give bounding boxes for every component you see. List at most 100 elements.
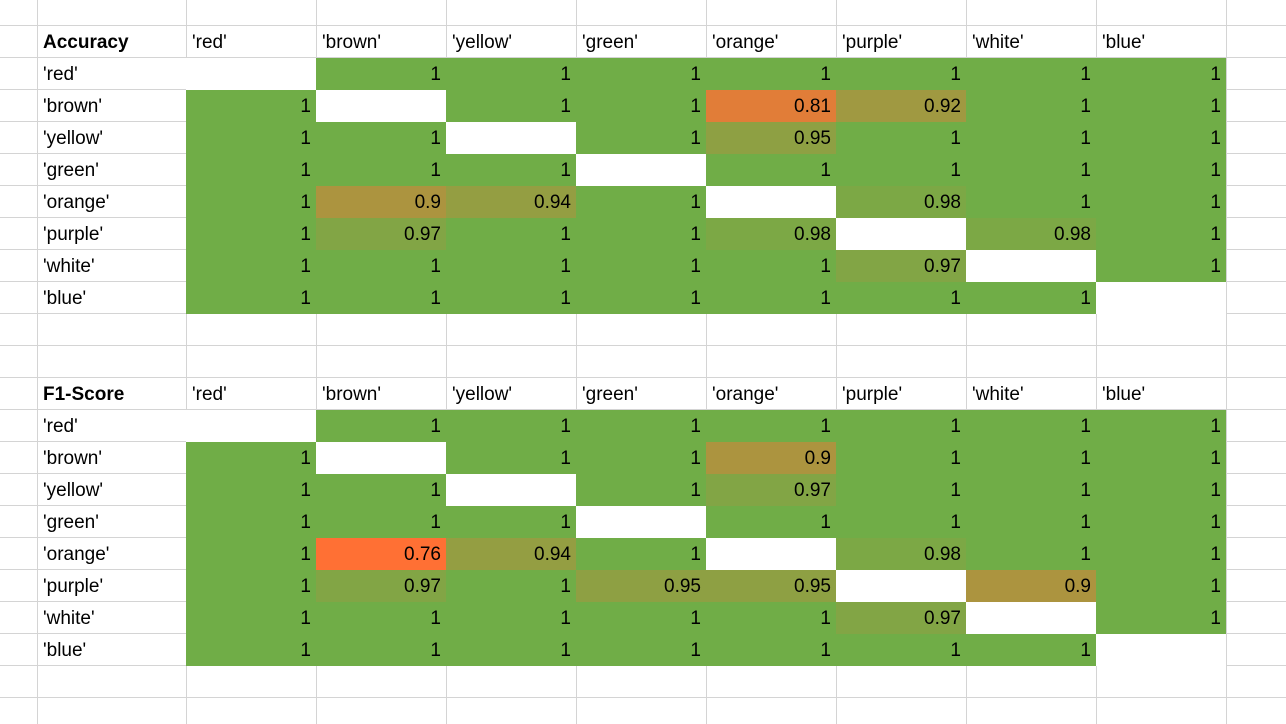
f1-score-cell-blue-purple[interactable]: 1	[836, 634, 966, 666]
f1-score-row-header-yellow[interactable]: 'yellow'	[43, 479, 104, 501]
accuracy-cell-brown-red[interactable]: 1	[186, 90, 316, 122]
accuracy-row-header-orange[interactable]: 'orange'	[43, 191, 110, 213]
accuracy-cell-blue-red[interactable]: 1	[186, 282, 316, 314]
accuracy-cell-white-brown[interactable]: 1	[316, 250, 446, 282]
accuracy-row-header-blue[interactable]: 'blue'	[43, 287, 87, 309]
accuracy-row-header-red[interactable]: 'red'	[43, 63, 78, 85]
accuracy-cell-yellow-red[interactable]: 1	[186, 122, 316, 154]
f1-score-cell-blue-green[interactable]: 1	[576, 634, 706, 666]
accuracy-cell-yellow-yellow[interactable]	[446, 122, 576, 154]
f1-score-cell-yellow-purple[interactable]: 1	[836, 474, 966, 506]
accuracy-cell-green-orange[interactable]: 1	[706, 154, 836, 186]
f1-score-cell-purple-orange[interactable]: 0.95	[706, 570, 836, 602]
f1-score-cell-white-purple[interactable]: 0.97	[836, 602, 966, 634]
f1-score-cell-yellow-brown[interactable]: 1	[316, 474, 446, 506]
accuracy-row-header-white[interactable]: 'white'	[43, 255, 95, 277]
accuracy-cell-orange-brown[interactable]: 0.9	[316, 186, 446, 218]
accuracy-cell-red-yellow[interactable]: 1	[446, 58, 576, 90]
f1-score-cell-yellow-yellow[interactable]	[446, 474, 576, 506]
f1-score-cell-green-yellow[interactable]: 1	[446, 506, 576, 538]
f1-score-title[interactable]: F1-Score	[43, 383, 125, 405]
accuracy-cell-blue-purple[interactable]: 1	[836, 282, 966, 314]
f1-score-cell-green-purple[interactable]: 1	[836, 506, 966, 538]
f1-score-cell-purple-purple[interactable]	[836, 570, 966, 602]
accuracy-row-header-green[interactable]: 'green'	[43, 159, 99, 181]
accuracy-cell-white-yellow[interactable]: 1	[446, 250, 576, 282]
f1-score-cell-orange-green[interactable]: 1	[576, 538, 706, 570]
accuracy-cell-orange-red[interactable]: 1	[186, 186, 316, 218]
accuracy-cell-blue-orange[interactable]: 1	[706, 282, 836, 314]
f1-score-row-header-blue[interactable]: 'blue'	[43, 639, 87, 661]
accuracy-col-header-brown[interactable]: 'brown'	[322, 31, 382, 53]
accuracy-cell-white-red[interactable]: 1	[186, 250, 316, 282]
accuracy-col-header-white[interactable]: 'white'	[972, 31, 1024, 53]
f1-score-cell-purple-yellow[interactable]: 1	[446, 570, 576, 602]
f1-score-col-header-brown[interactable]: 'brown'	[322, 383, 382, 405]
accuracy-cell-green-yellow[interactable]: 1	[446, 154, 576, 186]
accuracy-cell-green-red[interactable]: 1	[186, 154, 316, 186]
accuracy-cell-white-blue[interactable]: 1	[1096, 250, 1226, 282]
f1-score-cell-purple-white[interactable]: 0.9	[966, 570, 1096, 602]
accuracy-row-header-brown[interactable]: 'brown'	[43, 95, 103, 117]
f1-score-cell-orange-blue[interactable]: 1	[1096, 538, 1226, 570]
f1-score-cell-orange-brown[interactable]: 0.76	[316, 538, 446, 570]
f1-score-row-header-brown[interactable]: 'brown'	[43, 447, 103, 469]
accuracy-cell-blue-yellow[interactable]: 1	[446, 282, 576, 314]
f1-score-cell-white-red[interactable]: 1	[186, 602, 316, 634]
f1-score-cell-green-white[interactable]: 1	[966, 506, 1096, 538]
accuracy-col-header-purple[interactable]: 'purple'	[842, 31, 903, 53]
f1-score-cell-brown-green[interactable]: 1	[576, 442, 706, 474]
f1-score-cell-orange-yellow[interactable]: 0.94	[446, 538, 576, 570]
accuracy-col-header-yellow[interactable]: 'yellow'	[452, 31, 513, 53]
accuracy-cell-red-green[interactable]: 1	[576, 58, 706, 90]
accuracy-cell-orange-white[interactable]: 1	[966, 186, 1096, 218]
accuracy-cell-purple-red[interactable]: 1	[186, 218, 316, 250]
accuracy-cell-brown-brown[interactable]	[316, 90, 446, 122]
f1-score-cell-yellow-blue[interactable]: 1	[1096, 474, 1226, 506]
accuracy-cell-blue-brown[interactable]: 1	[316, 282, 446, 314]
f1-score-cell-green-green[interactable]	[576, 506, 706, 538]
accuracy-cell-purple-yellow[interactable]: 1	[446, 218, 576, 250]
accuracy-col-header-orange[interactable]: 'orange'	[712, 31, 779, 53]
f1-score-col-header-purple[interactable]: 'purple'	[842, 383, 903, 405]
accuracy-cell-brown-white[interactable]: 1	[966, 90, 1096, 122]
f1-score-cell-brown-purple[interactable]: 1	[836, 442, 966, 474]
f1-score-cell-purple-brown[interactable]: 0.97	[316, 570, 446, 602]
f1-score-col-header-red[interactable]: 'red'	[192, 383, 227, 405]
f1-score-cell-purple-blue[interactable]: 1	[1096, 570, 1226, 602]
accuracy-col-header-red[interactable]: 'red'	[192, 31, 227, 53]
f1-score-cell-blue-yellow[interactable]: 1	[446, 634, 576, 666]
f1-score-cell-white-blue[interactable]: 1	[1096, 602, 1226, 634]
f1-score-col-header-orange[interactable]: 'orange'	[712, 383, 779, 405]
accuracy-cell-purple-purple[interactable]	[836, 218, 966, 250]
f1-score-cell-blue-orange[interactable]: 1	[706, 634, 836, 666]
f1-score-cell-orange-orange[interactable]	[706, 538, 836, 570]
f1-score-cell-brown-red[interactable]: 1	[186, 442, 316, 474]
accuracy-cell-red-white[interactable]: 1	[966, 58, 1096, 90]
f1-score-cell-red-purple[interactable]: 1	[836, 410, 966, 442]
accuracy-title[interactable]: Accuracy	[43, 31, 129, 53]
accuracy-cell-green-green[interactable]	[576, 154, 706, 186]
f1-score-col-header-blue[interactable]: 'blue'	[1102, 383, 1146, 405]
accuracy-cell-white-purple[interactable]: 0.97	[836, 250, 966, 282]
accuracy-cell-orange-purple[interactable]: 0.98	[836, 186, 966, 218]
accuracy-row-header-yellow[interactable]: 'yellow'	[43, 127, 104, 149]
accuracy-cell-brown-green[interactable]: 1	[576, 90, 706, 122]
accuracy-cell-red-brown[interactable]: 1	[316, 58, 446, 90]
accuracy-cell-orange-yellow[interactable]: 0.94	[446, 186, 576, 218]
accuracy-cell-orange-green[interactable]: 1	[576, 186, 706, 218]
f1-score-cell-brown-orange[interactable]: 0.9	[706, 442, 836, 474]
f1-score-row-header-red[interactable]: 'red'	[43, 415, 78, 437]
f1-score-col-header-white[interactable]: 'white'	[972, 383, 1024, 405]
accuracy-cell-yellow-green[interactable]: 1	[576, 122, 706, 154]
f1-score-cell-brown-white[interactable]: 1	[966, 442, 1096, 474]
f1-score-row-header-orange[interactable]: 'orange'	[43, 543, 110, 565]
accuracy-cell-yellow-brown[interactable]: 1	[316, 122, 446, 154]
f1-score-cell-green-red[interactable]: 1	[186, 506, 316, 538]
f1-score-cell-yellow-green[interactable]: 1	[576, 474, 706, 506]
f1-score-cell-orange-red[interactable]: 1	[186, 538, 316, 570]
accuracy-cell-blue-green[interactable]: 1	[576, 282, 706, 314]
accuracy-cell-blue-blue[interactable]	[1096, 282, 1226, 314]
f1-score-cell-blue-brown[interactable]: 1	[316, 634, 446, 666]
f1-score-cell-red-orange[interactable]: 1	[706, 410, 836, 442]
